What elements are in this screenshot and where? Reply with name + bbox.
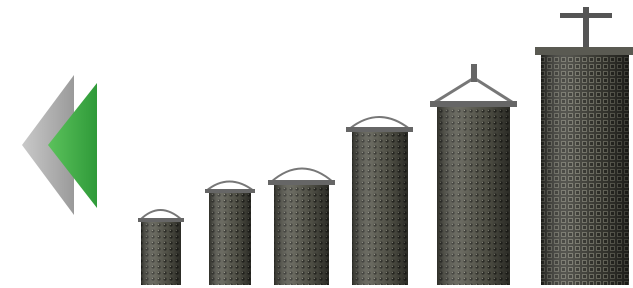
basket-stem — [583, 7, 589, 49]
basket-shading — [541, 55, 629, 285]
filter-basket — [138, 210, 184, 285]
basket-lid — [205, 189, 255, 193]
basket-bolt — [471, 64, 477, 82]
basket-shading — [274, 185, 329, 285]
back-arrow[interactable] — [22, 75, 97, 215]
basket-lid — [268, 180, 335, 185]
basket-lid — [138, 218, 184, 222]
basket-shading — [209, 193, 251, 285]
filter-basket — [268, 169, 335, 286]
basket-lid — [430, 101, 517, 107]
filter-basket — [430, 64, 517, 285]
product-image — [0, 0, 633, 288]
basket-handle — [271, 169, 333, 183]
basket-lid — [346, 127, 413, 132]
basket-shading — [437, 107, 510, 285]
basket-shading — [141, 222, 181, 285]
basket-shading — [352, 132, 408, 285]
filter-basket — [346, 117, 413, 285]
filter-basket — [535, 7, 633, 285]
page — [0, 0, 633, 288]
filter-basket — [205, 182, 255, 286]
basket-lid — [535, 47, 633, 55]
